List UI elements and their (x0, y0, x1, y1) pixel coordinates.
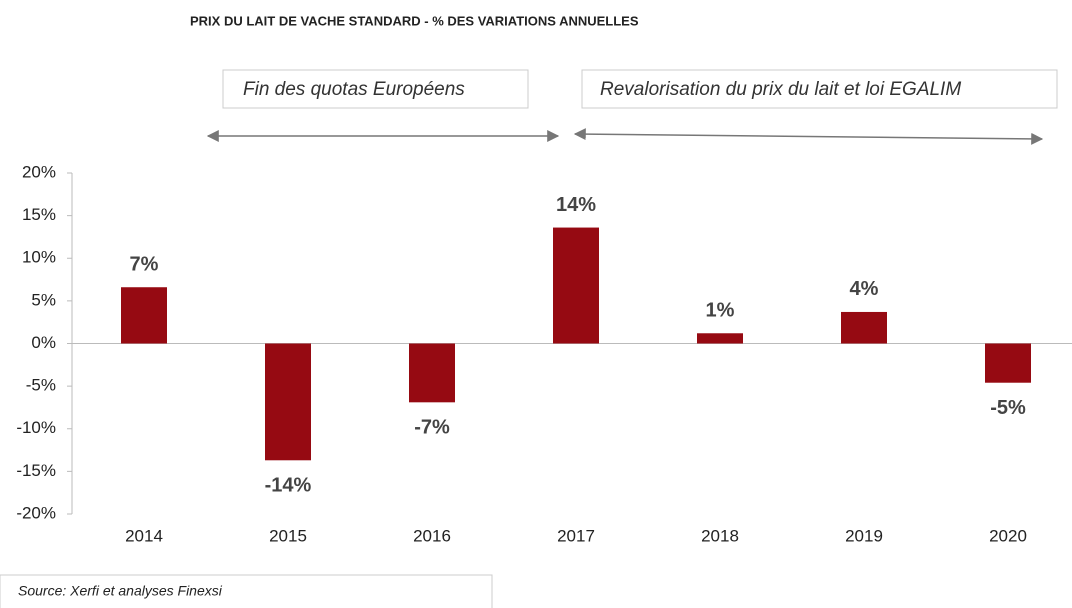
x-tick-label: 2018 (701, 526, 739, 545)
value-label: 1% (706, 300, 735, 322)
y-tick-label: -10% (16, 418, 56, 437)
y-tick-label: 15% (22, 205, 56, 224)
y-tick-label: 0% (31, 333, 56, 352)
bar (841, 311, 887, 344)
y-tick-label: -5% (26, 376, 56, 395)
source: Source: Xerfi et analyses Finexsi (18, 583, 223, 599)
bar (553, 227, 599, 344)
x-tick-label: 2016 (413, 526, 451, 545)
value-label: 4% (850, 278, 879, 300)
x-tick-label: 2020 (989, 526, 1027, 545)
value-label: -7% (414, 417, 450, 439)
bar (409, 343, 455, 403)
value-label: 7% (130, 254, 159, 276)
y-tick-label: 10% (22, 248, 56, 267)
bar (121, 287, 167, 344)
annotation-box (581, 69, 1058, 109)
annotation: Revalorisation du prix du lait et loi EG… (600, 79, 961, 100)
period-arrow (573, 128, 1044, 145)
value-label: -5% (990, 397, 1026, 419)
y-tick-label: -15% (16, 461, 56, 480)
y-tick-label: 20% (22, 162, 56, 181)
bar (985, 343, 1031, 383)
chart-title: PRIX DU LAIT DE VACHE STANDARD - % DES V… (190, 13, 639, 28)
y-tick-label: -20% (16, 503, 56, 522)
bar (265, 343, 311, 461)
x-tick-label: 2019 (845, 526, 883, 545)
annotation: Fin des quotas Européens (243, 79, 465, 100)
value-label: -14% (265, 475, 312, 497)
value-label: 14% (556, 194, 596, 216)
annotation-box (222, 69, 529, 109)
x-tick-label: 2017 (557, 526, 595, 545)
x-tick-label: 2015 (269, 526, 307, 545)
source-box (0, 574, 493, 608)
bar (697, 333, 743, 344)
x-tick-label: 2014 (125, 526, 163, 545)
y-tick-label: 5% (31, 290, 56, 309)
